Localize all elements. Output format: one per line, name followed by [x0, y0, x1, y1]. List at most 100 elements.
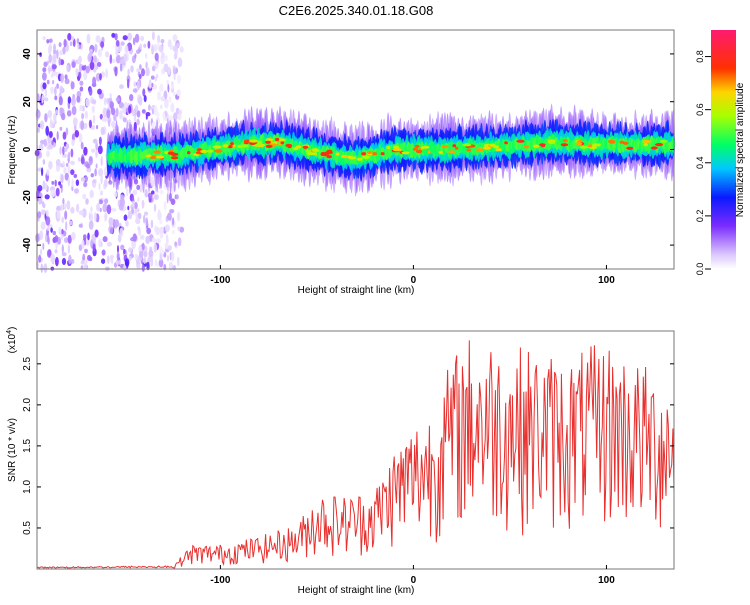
noise-speck — [80, 156, 85, 165]
noise-speck — [80, 120, 85, 131]
ridge-peak — [207, 149, 214, 153]
noise-speck — [91, 148, 96, 153]
y-tick-label: 40 — [22, 48, 33, 60]
noise-speck — [43, 263, 48, 274]
snr-y-ticks: 0.5 1.0 1.5 2.0 2.5 — [22, 356, 674, 535]
noise-speck — [84, 64, 87, 70]
noise-speck — [167, 254, 169, 262]
noise-speck — [95, 150, 98, 158]
noise-speck — [71, 105, 77, 116]
ridge-peak — [356, 157, 363, 161]
noise-speck — [56, 131, 59, 141]
noise-speck — [61, 228, 64, 235]
ridge-peak — [292, 147, 299, 151]
noise-speck — [78, 223, 83, 228]
noise-speck — [69, 41, 73, 46]
ridge-peak — [243, 139, 251, 143]
noise-speck — [97, 88, 102, 95]
noise-speck — [158, 44, 164, 53]
noise-speck — [116, 252, 120, 261]
noise-speck — [50, 253, 56, 264]
noise-speck — [161, 52, 165, 59]
noise-speck — [176, 74, 181, 84]
noise-speck — [38, 254, 42, 263]
noise-speck — [56, 49, 59, 59]
y-tick-label: 2.0 — [22, 397, 33, 411]
noise-speck — [59, 85, 63, 94]
noise-speck — [61, 112, 66, 121]
noise-speck — [153, 193, 159, 201]
noise-speck — [42, 159, 46, 165]
noise-speck — [143, 214, 146, 224]
snr-multiplier-base: (x10 — [7, 333, 18, 353]
noise-speck — [68, 254, 72, 265]
noise-speck — [69, 220, 73, 226]
noise-speck — [138, 74, 142, 80]
noise-speck — [136, 110, 141, 118]
ridge-peak — [548, 140, 556, 145]
snr-series-line — [36, 340, 675, 569]
noise-speck — [172, 34, 178, 42]
noise-speck — [111, 207, 117, 212]
noise-speck — [92, 76, 97, 87]
noise-speck — [45, 125, 49, 136]
noise-speck — [128, 105, 132, 114]
noise-speck — [54, 179, 57, 187]
noise-speck — [167, 66, 171, 76]
ridge-peak — [655, 143, 663, 147]
noise-speck — [145, 61, 148, 69]
ridge-peak — [462, 143, 472, 147]
noise-speck — [127, 205, 130, 211]
noise-speck — [155, 226, 161, 236]
noise-speck — [163, 263, 167, 271]
noise-speck — [41, 209, 46, 215]
ridge-peak — [452, 144, 457, 148]
noise-speck — [139, 43, 143, 50]
noise-speck — [153, 105, 158, 116]
ridge-peak — [200, 149, 208, 154]
noise-speck — [176, 89, 181, 97]
noise-speck — [101, 117, 107, 122]
noise-speck — [71, 231, 76, 240]
noise-speck — [40, 139, 45, 145]
noise-speck — [102, 203, 108, 213]
noise-speck — [125, 188, 129, 197]
noise-speck — [50, 86, 54, 94]
ridge-peak — [482, 146, 491, 150]
noise-speck — [102, 236, 108, 243]
ridge-peak — [222, 144, 229, 148]
noise-speck — [37, 211, 42, 219]
noise-speck — [154, 61, 159, 69]
noise-speck — [164, 55, 168, 62]
noise-speck — [90, 48, 93, 53]
noise-speck — [177, 237, 182, 247]
noise-speck — [81, 113, 84, 120]
spectrogram-x-ticks: -100 0 100 — [210, 265, 615, 286]
noise-speck — [151, 237, 156, 243]
noise-speck — [67, 96, 72, 104]
noise-speck — [71, 61, 76, 68]
noise-speck — [103, 166, 108, 177]
noise-speck — [40, 248, 42, 256]
noise-speck — [104, 198, 109, 205]
noise-speck — [173, 45, 178, 53]
noise-speck — [174, 241, 178, 247]
noise-speck — [151, 82, 154, 88]
ridge-peak — [380, 152, 385, 156]
noise-speck — [73, 174, 78, 178]
noise-speck — [97, 145, 103, 155]
noise-speck — [153, 203, 157, 212]
noise-speck — [77, 43, 80, 51]
noise-speck — [66, 200, 71, 211]
noise-speck — [62, 131, 67, 140]
noise-speck — [47, 249, 52, 257]
noise-speck — [68, 151, 71, 160]
ridge-peak — [249, 141, 257, 145]
snr-frame — [36, 330, 675, 570]
noise-speck — [40, 221, 46, 230]
colorbar-tick-label: 0.4 — [695, 157, 705, 170]
noise-speck — [141, 109, 146, 114]
noise-speck — [170, 251, 175, 262]
noise-speck — [176, 42, 180, 48]
